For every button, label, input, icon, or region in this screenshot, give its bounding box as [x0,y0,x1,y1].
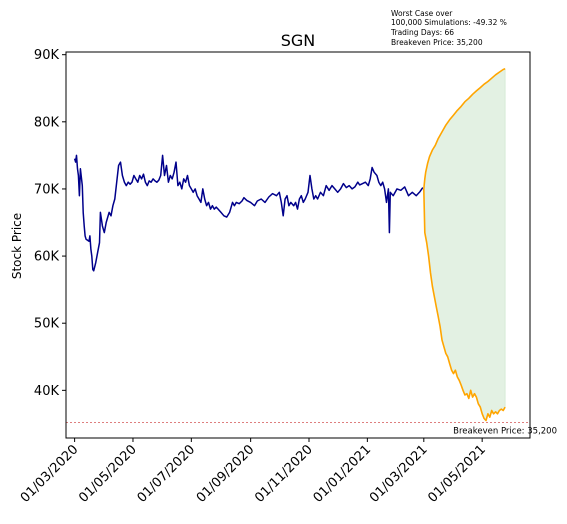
y-tick-label: 90K [34,48,60,63]
x-tick-label: 01/05/2020 [76,442,140,506]
annotation-line: Worst Case over [391,9,453,18]
x-tick-label: 01/09/2020 [194,442,258,506]
x-tick-label: 01/03/2021 [367,442,431,506]
x-tick-label: 01/11/2020 [252,442,316,506]
y-tick-label: 70K [34,182,60,197]
axis-ticks: 40K50K60K70K80K90K01/03/202001/05/202001… [18,48,489,506]
chart-title: SGN [281,31,316,50]
x-tick-label: 01/01/2021 [311,442,375,506]
x-tick-label: 01/07/2020 [135,442,199,506]
y-tick-label: 40K [34,384,60,399]
y-axis-label: Stock Price [10,213,24,279]
projection-worst-line [423,188,506,422]
plot-area: Breakeven Price: 35,200 [66,68,557,437]
annotation-box: Worst Case over 100,000 Simulations: -49… [390,9,507,47]
projection-band [423,68,506,422]
x-tick-label: 01/03/2020 [18,442,82,506]
y-tick-label: 60K [34,250,60,265]
history-line [73,154,424,272]
y-tick-label: 50K [34,317,60,332]
breakeven-label: Breakeven Price: 35,200 [453,427,557,437]
annotation-line: Breakeven Price: 35,200 [391,38,483,47]
axes-frame [65,51,531,439]
annotation-line: 100,000 Simulations: -49.32 % [391,18,507,27]
projection-best-line [423,68,506,189]
annotation-line: Trading Days: 66 [390,28,454,37]
y-tick-label: 80K [34,115,60,130]
x-tick-label: 01/05/2021 [425,442,489,506]
